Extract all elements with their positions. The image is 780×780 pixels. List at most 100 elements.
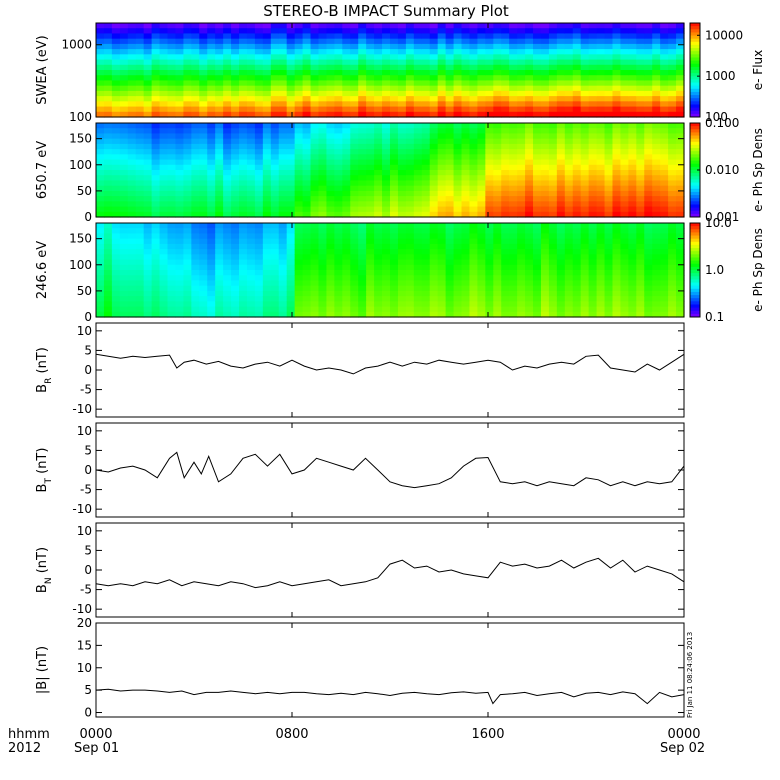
spectrogram-cell [660, 43, 669, 50]
spectrogram-cell [644, 43, 653, 50]
spectrogram-cell [310, 43, 320, 50]
spectrogram-cell [596, 96, 606, 102]
spectrogram-cell [382, 254, 391, 261]
y-tick-label: 0 [84, 706, 92, 720]
spectrogram-cell [421, 180, 431, 187]
y-axis-label: BR (nT) [35, 347, 54, 393]
spectrogram-cell [628, 133, 637, 140]
spectrogram-cell [501, 254, 510, 261]
spectrogram-cell [246, 275, 256, 282]
spectrogram-cell [262, 70, 272, 76]
spectrogram-cell [445, 133, 455, 140]
spectrogram-cell [636, 301, 645, 308]
spectrogram-cell [127, 85, 137, 92]
spectrogram-cell [604, 228, 614, 235]
spectrogram-cell [453, 228, 463, 235]
spectrogram-cell [215, 211, 224, 218]
spectrogram-cell [310, 75, 320, 82]
spectrogram-cell [159, 185, 169, 192]
spectrogram-cell [445, 64, 455, 71]
spectrogram-cell [374, 28, 383, 35]
spectrogram-cell [564, 59, 574, 66]
spectrogram-cell [326, 85, 335, 92]
spectrogram-cell [469, 49, 479, 55]
colorbar-pad-246-spectrogram: 10.01.00.1e- Ph Sp Dens [689, 216, 765, 324]
spectrogram-cell [103, 23, 113, 29]
spectrogram-cell [223, 280, 232, 287]
spectrogram-cell [119, 290, 129, 297]
spectrogram-cell [588, 296, 598, 302]
spectrogram-cell [397, 111, 407, 118]
spectrogram-cell [366, 70, 375, 76]
colorbar-swatch [690, 138, 700, 143]
spectrogram-cell [405, 33, 415, 40]
spectrogram-cell [429, 301, 439, 308]
spectrogram-cell [485, 233, 494, 240]
spectrogram-cell [127, 64, 137, 71]
spectrogram-cell [668, 301, 677, 308]
spectrogram-cell [135, 275, 145, 282]
spectrogram-cell [620, 85, 629, 92]
spectrogram-cell [485, 175, 494, 182]
spectrogram-cell [405, 49, 415, 55]
spectrogram-cell [262, 190, 272, 197]
spectrogram-cell [111, 106, 121, 113]
spectrogram-cell [374, 33, 383, 40]
spectrogram-cell [103, 296, 113, 302]
spectrogram-cell [485, 38, 494, 45]
spectrogram-cell [437, 128, 447, 135]
spectrogram-cell [525, 159, 534, 166]
spectrogram-cell [96, 96, 105, 102]
spectrogram-cell [374, 296, 383, 302]
spectrogram-cell [231, 154, 240, 161]
spectrogram-cell [223, 211, 232, 218]
spectrogram-cell [183, 154, 192, 161]
spectrogram-cell [509, 128, 518, 135]
spectrogram-cell [183, 306, 192, 313]
colorbar-swatch [690, 204, 700, 209]
spectrogram-cell [493, 301, 502, 308]
spectrogram-cell [223, 196, 232, 202]
y-tick-label: 5 [84, 683, 92, 697]
spectrogram-cell [159, 290, 169, 297]
spectrogram-cell [509, 90, 518, 97]
spectrogram-cell [111, 43, 121, 50]
spectrogram-cell [135, 123, 145, 129]
spectrogram-cell [668, 201, 677, 208]
spectrogram-cell [207, 75, 216, 82]
spectrogram-cell [405, 185, 415, 192]
spectrogram-cell [517, 123, 526, 129]
spectrogram-cell [533, 154, 542, 161]
spectrogram-cell [390, 228, 399, 235]
spectrogram-cell [246, 143, 256, 150]
spectrogram-cell [572, 133, 582, 140]
spectrogram-cell [382, 101, 391, 108]
spectrogram-cell [612, 80, 622, 87]
spectrogram-cell [111, 211, 121, 218]
spectrogram-cell [159, 54, 169, 61]
spectrogram-cell [397, 96, 407, 102]
spectrogram-cell [119, 54, 129, 61]
spectrogram-cell [326, 96, 335, 102]
spectrogram-cell [493, 270, 502, 276]
spectrogram-cell [485, 159, 494, 166]
spectrogram-cell [445, 154, 455, 161]
spectrogram-cell [572, 228, 582, 235]
spectrogram-cell [413, 259, 423, 266]
spectrogram-cell [151, 228, 161, 235]
spectrogram-cell [644, 154, 653, 161]
spectrogram-cell [533, 238, 542, 245]
spectrogram-cell [564, 301, 574, 308]
spectrogram-cell [111, 54, 121, 61]
spectrogram-cell [223, 249, 232, 255]
spectrogram-cell [262, 123, 272, 129]
spectrogram-cell [540, 85, 550, 92]
spectrogram-cell [660, 196, 669, 202]
spectrogram-cell [246, 38, 256, 45]
spectrogram-cell [405, 90, 415, 97]
spectrogram-cell [183, 96, 192, 102]
spectrogram-cell [485, 90, 494, 97]
spectrogram-cell [485, 206, 494, 213]
spectrogram-cell [334, 233, 343, 240]
spectrogram-cell [342, 233, 351, 240]
